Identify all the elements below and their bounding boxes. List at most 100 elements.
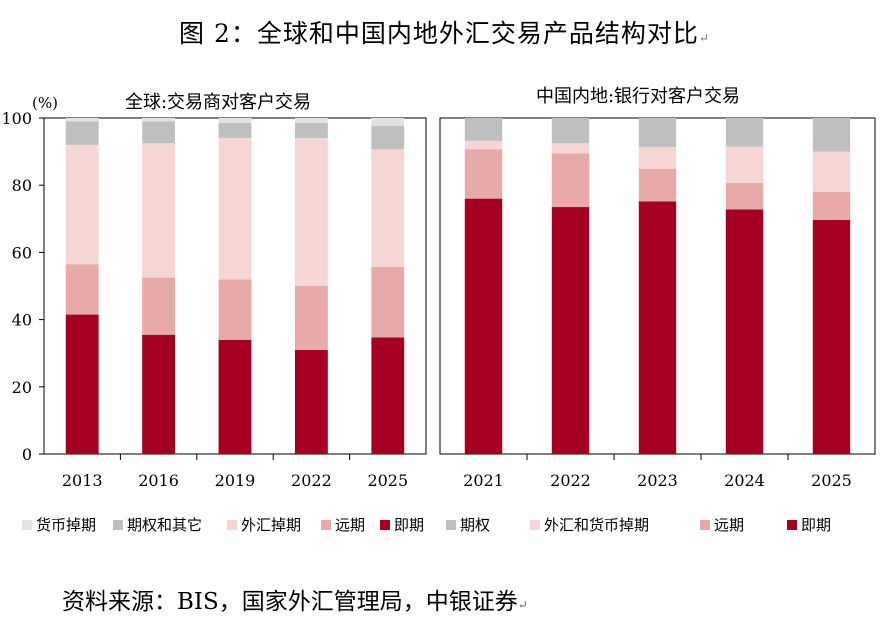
bar-segment <box>65 118 99 122</box>
y-unit-label: (%) <box>32 94 58 112</box>
bar-segment <box>551 118 590 144</box>
bar-segment <box>371 125 405 150</box>
plot-2: 中国内地:银行对客户交易 2021 2022 2023 2024 2025 <box>439 86 876 490</box>
bar-segment <box>464 149 503 199</box>
legend-swatch <box>227 520 237 530</box>
legend-label: 期权 <box>460 516 490 534</box>
bar-segment <box>65 314 99 454</box>
x-tick-label: 2022 <box>550 471 591 490</box>
bar-segment <box>142 121 176 144</box>
legend-swatch <box>380 520 390 530</box>
x-tick-label: 2019 <box>215 471 256 490</box>
source-text: 资料来源：BIS，国家外汇管理局，中银证券 <box>62 589 518 615</box>
legend-item: 远期 <box>700 516 744 534</box>
bar-segment <box>551 207 590 454</box>
y-tick-label: 20 <box>12 378 32 397</box>
bar-segment <box>725 118 764 147</box>
legend-item: 外汇和货币掉期 <box>530 516 649 534</box>
x-tick-label: 2025 <box>367 471 408 490</box>
legend-swatch <box>530 520 540 530</box>
bar-segment <box>812 151 851 192</box>
bar-segment <box>142 143 176 278</box>
y-tick-label: 0 <box>22 445 32 464</box>
bar-segment <box>218 123 252 139</box>
legend-item: 期权 <box>446 516 490 534</box>
bar-segment <box>812 219 851 454</box>
bar-segment <box>371 149 405 267</box>
x-tick-label: 2013 <box>62 471 103 490</box>
legend-item: 外汇掉期 <box>227 516 301 534</box>
figure-title: 图 2：全球和中国内地外汇交易产品结构对比↵ <box>0 14 889 50</box>
bar-segment <box>142 277 176 335</box>
bar-segment <box>551 143 590 154</box>
bar-segment <box>218 118 252 124</box>
x-tick-label: 2021 <box>463 471 504 490</box>
bar-segment <box>638 118 677 147</box>
y-tick-label: 40 <box>12 311 32 330</box>
legend-item: 即期 <box>787 516 831 534</box>
bar-segment <box>371 337 405 454</box>
bar-segment <box>371 266 405 338</box>
bar-segment <box>294 138 328 286</box>
bar-segment <box>725 146 764 183</box>
legend-label: 即期 <box>394 516 424 534</box>
paragraph-mark: ↵ <box>698 31 710 45</box>
legend-label: 外汇掉期 <box>241 516 301 534</box>
bar-segment <box>464 118 503 141</box>
bar-segment <box>65 264 99 315</box>
plots-group: 0 20 40 60 80 100(%) 全球:交易商对客户交易 2013 2016 2019 20… <box>1 86 876 490</box>
bar-segment <box>65 121 99 145</box>
x-tick-label: 2025 <box>811 471 852 490</box>
legend-label: 外汇和货币掉期 <box>544 516 649 534</box>
bar-segment <box>725 182 764 210</box>
source-note: 资料来源：BIS，国家外汇管理局，中银证券↵ <box>62 582 528 616</box>
x-tick-label: 2023 <box>637 471 678 490</box>
legend-swatch <box>22 520 32 530</box>
x-tick-label: 2024 <box>724 471 765 490</box>
plot-title: 中国内地:银行对客户交易 <box>536 86 740 107</box>
y-tick-label: 80 <box>12 176 32 195</box>
legend-swatch <box>321 520 331 530</box>
legend: 货币掉期 期权和其它 外汇掉期 远期 即期 期权 外汇和货币掉期 远期 即期 <box>22 516 831 534</box>
bar-segment <box>638 168 677 202</box>
x-tick-label: 2022 <box>291 471 332 490</box>
bar-segment <box>638 146 677 169</box>
y-tick-label: 100 <box>1 109 32 128</box>
bar-segment <box>294 286 328 350</box>
legend-label: 即期 <box>801 516 831 534</box>
x-tick-label: 2016 <box>138 471 179 490</box>
plot-title: 全球:交易商对客户交易 <box>125 92 311 113</box>
paragraph-mark-source: ↵ <box>517 598 528 612</box>
y-tick-label: 60 <box>12 243 32 262</box>
bar-segment <box>294 349 328 454</box>
legend-swatch <box>700 520 710 530</box>
legend-label: 远期 <box>335 516 365 534</box>
bar-segment <box>218 138 252 280</box>
bar-segment <box>218 279 252 340</box>
plot-1: 0 20 40 60 80 100(%) 全球:交易商对客户交易 2013 2016 2019 20… <box>1 92 427 490</box>
legend-item: 期权和其它 <box>113 516 202 534</box>
bar-segment <box>464 198 503 454</box>
legend-swatch <box>787 520 797 530</box>
bar-segment <box>371 118 405 126</box>
legend-item: 即期 <box>380 516 424 534</box>
bar-segment <box>551 153 590 208</box>
bar-segment <box>142 334 176 454</box>
legend-label: 期权和其它 <box>127 516 202 534</box>
legend-swatch <box>446 520 456 530</box>
legend-item: 货币掉期 <box>22 516 96 534</box>
bar-segment <box>65 144 99 265</box>
legend-label: 远期 <box>714 516 744 534</box>
bar-segment <box>812 118 851 152</box>
bar-segment <box>464 140 503 150</box>
bar-segment <box>812 191 851 220</box>
legend-swatch <box>113 520 123 530</box>
bar-segment <box>638 201 677 454</box>
bar-segment <box>294 118 328 124</box>
figure-title-text: 图 2：全球和中国内地外汇交易产品结构对比 <box>179 19 699 48</box>
legend-item: 远期 <box>321 516 365 534</box>
legend-label: 货币掉期 <box>36 516 96 534</box>
bar-segment <box>294 123 328 139</box>
bar-segment <box>142 118 176 122</box>
